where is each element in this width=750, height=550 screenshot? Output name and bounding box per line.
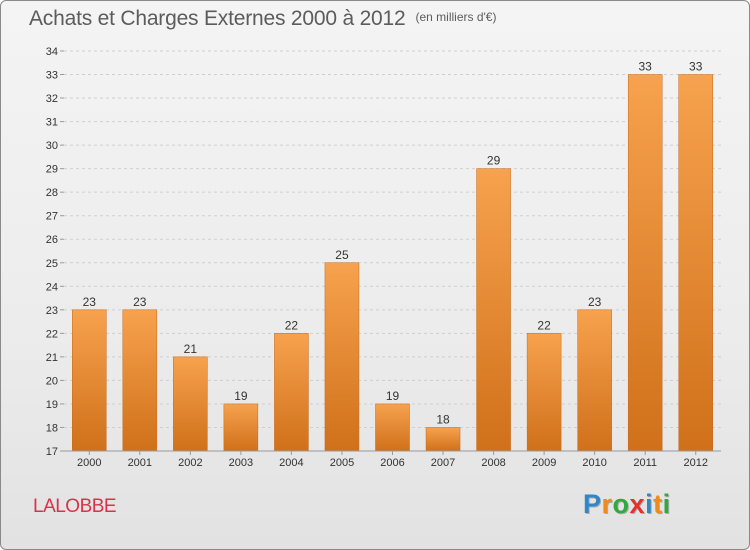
logo-letter: x: [629, 489, 646, 519]
bar: [223, 403, 259, 452]
y-axis-ticks: 17 18 19 20 21 22 23 24 25 26 27 28 29 30 31 32 33 34: [46, 46, 64, 458]
data-label: 18: [436, 412, 450, 426]
data-label: 33: [689, 60, 703, 74]
data-label: 22: [537, 318, 551, 332]
data-labels: 23 23 21 19 22 25 19 18 29 22 23 33 33: [83, 60, 703, 427]
proxiti-logo: Proxiti: [583, 489, 671, 520]
y-tick-label: 28: [46, 187, 58, 199]
bar: [627, 74, 663, 452]
logo-letter: o: [612, 489, 630, 519]
place-name: LALOBBE: [33, 496, 117, 517]
data-label: 22: [285, 318, 299, 332]
x-tick-label: 2005: [330, 457, 354, 469]
y-tick-label: 25: [46, 258, 58, 270]
bar: [678, 74, 713, 452]
x-tick-label: 2000: [77, 457, 101, 469]
title-text: Achats et Charges Externes 2000 à 2012: [29, 7, 406, 30]
x-tick-label: 2011: [633, 457, 657, 469]
y-tick-label: 34: [46, 46, 58, 58]
x-axis-ticks: 2000 2001 2002 2003 2004 2005 2006 2007 2008 2009…: [77, 451, 708, 469]
title-unit: (en milliers d'€): [415, 10, 497, 24]
bar: [577, 309, 612, 452]
data-label: 25: [335, 248, 349, 262]
logo-letter: i: [645, 489, 654, 519]
bar: [274, 333, 309, 452]
y-tick-label: 29: [46, 164, 58, 176]
y-tick-label: 18: [46, 422, 58, 434]
bar: [476, 168, 511, 452]
data-label: 19: [234, 389, 248, 403]
bar: [375, 403, 410, 452]
data-label: 21: [184, 342, 198, 356]
x-tick-label: 2004: [279, 457, 303, 469]
x-tick-label: 2001: [128, 457, 152, 469]
chart-title: Achats et Charges Externes 2000 à 2012 (e…: [29, 7, 496, 31]
x-tick-label: 2008: [481, 457, 505, 469]
y-tick-label: 27: [46, 211, 58, 223]
y-tick-label: 31: [46, 117, 58, 129]
bar: [324, 262, 360, 452]
y-tick-label: 23: [46, 305, 58, 317]
x-tick-label: 2006: [380, 457, 404, 469]
data-label: 23: [83, 295, 97, 309]
y-tick-label: 33: [46, 70, 58, 82]
data-label: 23: [588, 295, 602, 309]
data-label: 23: [133, 295, 147, 309]
data-label: 29: [487, 154, 501, 168]
logo-letter: P: [583, 489, 602, 519]
logo-letter: t: [653, 489, 663, 519]
data-label: 19: [386, 389, 400, 403]
bar: [425, 427, 461, 452]
y-tick-label: 22: [46, 328, 58, 340]
y-tick-label: 24: [46, 281, 58, 293]
bar: [173, 356, 208, 452]
y-tick-label: 21: [46, 352, 58, 364]
y-tick-label: 19: [46, 399, 58, 411]
data-label: 33: [639, 60, 653, 74]
logo-letter: r: [601, 489, 613, 519]
y-tick-label: 30: [46, 140, 58, 152]
bars: [72, 74, 713, 452]
x-tick-label: 2009: [532, 457, 556, 469]
y-tick-label: 32: [46, 93, 58, 105]
x-tick-label: 2007: [431, 457, 455, 469]
y-tick-label: 17: [46, 446, 58, 458]
x-tick-label: 2012: [683, 457, 707, 469]
x-tick-label: 2003: [229, 457, 253, 469]
bar: [526, 333, 562, 452]
x-tick-label: 2010: [582, 457, 606, 469]
y-tick-label: 20: [46, 375, 58, 387]
bar: [72, 309, 107, 452]
y-tick-label: 26: [46, 234, 58, 246]
x-tick-label: 2002: [178, 457, 202, 469]
logo-letter: i: [662, 489, 671, 519]
bar: [122, 309, 158, 452]
